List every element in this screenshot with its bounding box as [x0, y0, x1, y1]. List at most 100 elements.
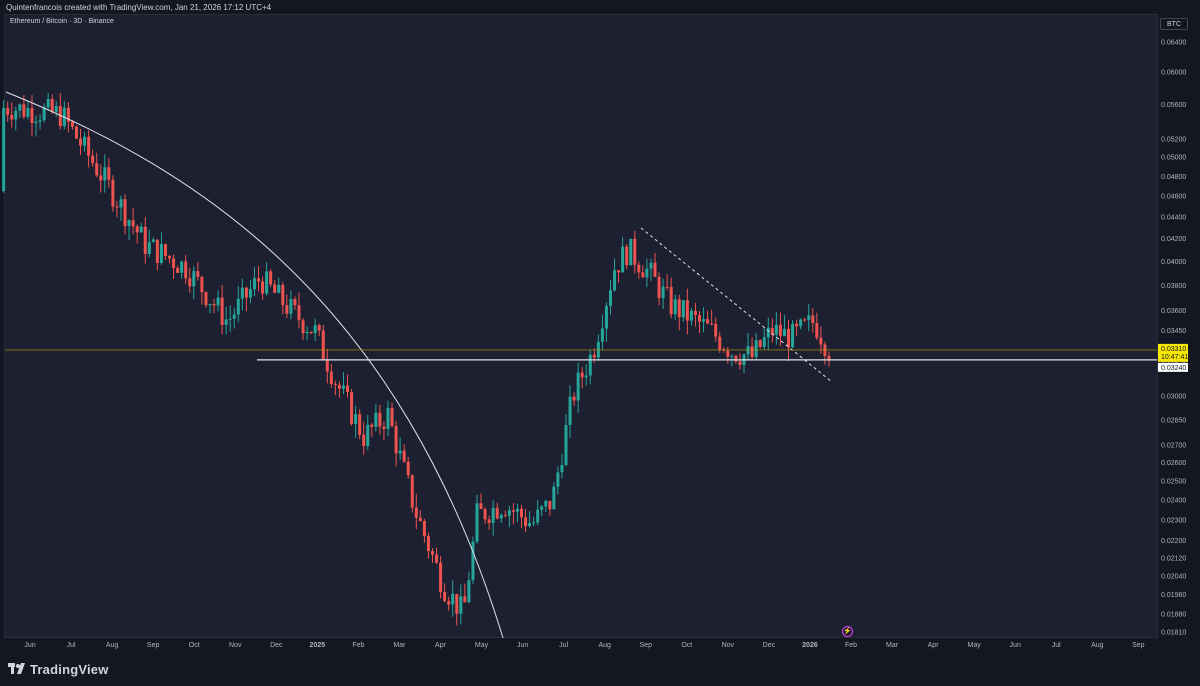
y-tick-label: 0.01960	[1161, 592, 1186, 599]
candle-body	[540, 506, 544, 510]
candle-body	[220, 297, 224, 325]
candle-body	[333, 383, 337, 385]
y-tick-label: 0.04800	[1161, 174, 1186, 181]
y-tick-label: 0.02120	[1161, 555, 1186, 562]
candle-body	[758, 340, 762, 347]
candle-body	[511, 510, 515, 512]
candle-body	[718, 336, 722, 350]
candle-body	[103, 167, 107, 181]
attribution-bar: Quintenfrancois created with TradingView…	[0, 0, 1200, 14]
candle-body	[151, 239, 155, 243]
candle-body	[228, 318, 232, 320]
candle-body	[811, 315, 815, 323]
x-tick-label: Aug	[1091, 642, 1104, 649]
candle-body	[734, 355, 738, 362]
lightning-icon[interactable]: ⚡	[842, 626, 853, 637]
x-tick-label: Jun	[517, 642, 528, 649]
candle-body	[552, 486, 556, 510]
candle-body	[665, 286, 669, 288]
candle-body	[216, 297, 220, 306]
candle-body	[584, 375, 588, 378]
x-tick-label: Nov	[229, 642, 242, 649]
candle-body	[200, 276, 204, 293]
symbol-legend[interactable]: Ethereum / Bitcoin · 3D · Binance	[10, 18, 114, 25]
candle-body	[746, 346, 750, 355]
y-tick-label: 0.03450	[1161, 328, 1186, 335]
candle-body	[305, 331, 309, 334]
candle-body	[807, 315, 811, 320]
last-price-value: 0.03310	[1161, 346, 1186, 353]
candle-body	[714, 323, 718, 337]
x-tick-label: Nov	[722, 642, 735, 649]
candle-body	[669, 286, 673, 315]
y-tick-label: 0.02200	[1161, 538, 1186, 545]
curve-trendline	[5, 91, 504, 639]
y-tick-label: 0.02500	[1161, 478, 1186, 485]
candle-body	[382, 426, 386, 430]
x-tick-label: Jul	[67, 642, 76, 649]
x-tick-label: 2026	[802, 642, 818, 649]
candle-body	[698, 315, 702, 322]
currency-button[interactable]: BTC	[1160, 18, 1188, 30]
candle-body	[617, 270, 621, 273]
candle-body	[163, 244, 167, 256]
y-tick-label: 0.04000	[1161, 259, 1186, 266]
candle-body	[491, 507, 495, 523]
candle-body	[70, 121, 74, 127]
support-price-value: 0.03240	[1161, 365, 1186, 372]
candle-body	[123, 199, 127, 227]
candle-body	[609, 290, 613, 306]
candle-body	[362, 434, 366, 447]
candle-body	[471, 541, 475, 581]
candle-body	[702, 319, 706, 322]
candle-body	[430, 551, 434, 555]
chart-pane[interactable]	[4, 14, 1158, 638]
candle-body	[653, 262, 657, 277]
dashed-trendline	[640, 227, 833, 383]
candle-body	[232, 314, 236, 319]
y-tick-label: 0.02850	[1161, 417, 1186, 424]
candle-body	[447, 601, 451, 605]
x-tick-label: Mar	[886, 642, 899, 649]
candle-body	[127, 220, 131, 227]
y-tick-label: 0.02600	[1161, 460, 1186, 467]
candle-body	[196, 271, 200, 277]
candle-body	[115, 206, 119, 208]
x-tick-label: Apr	[435, 642, 447, 649]
brand-name: TradingView	[30, 662, 109, 677]
candle-body	[580, 372, 584, 378]
candle-body	[83, 136, 87, 146]
candle-body	[390, 408, 394, 427]
candle-body	[483, 508, 487, 520]
candle-body	[297, 305, 301, 321]
candle-body	[827, 355, 831, 361]
candle-body	[532, 522, 536, 524]
candle-body	[394, 426, 398, 454]
x-tick-label: May	[968, 642, 982, 649]
candle-body	[30, 108, 34, 124]
candle-body	[325, 359, 329, 372]
candle-body	[649, 262, 653, 269]
candle-body	[762, 337, 766, 347]
tradingview-logo[interactable]: TradingView	[8, 662, 109, 677]
candle-body	[10, 114, 14, 120]
y-tick-label: 0.02300	[1161, 517, 1186, 524]
candle-body	[479, 503, 483, 509]
candle-body	[803, 319, 807, 321]
candle-body	[398, 450, 402, 454]
y-tick-label: 0.04600	[1161, 194, 1186, 201]
candle-body	[66, 107, 70, 122]
x-tick-label: Dec	[763, 642, 776, 649]
candle-body	[710, 323, 714, 325]
x-tick-label: Jun	[24, 642, 35, 649]
candle-body	[168, 255, 172, 259]
candle-body	[410, 475, 414, 508]
x-tick-label: Sep	[147, 642, 160, 649]
candle-body	[374, 412, 378, 427]
candle-body	[475, 503, 479, 542]
candle-body	[50, 98, 54, 112]
candle-body	[337, 384, 341, 389]
candle-body	[435, 554, 439, 563]
candle-body	[560, 464, 564, 473]
